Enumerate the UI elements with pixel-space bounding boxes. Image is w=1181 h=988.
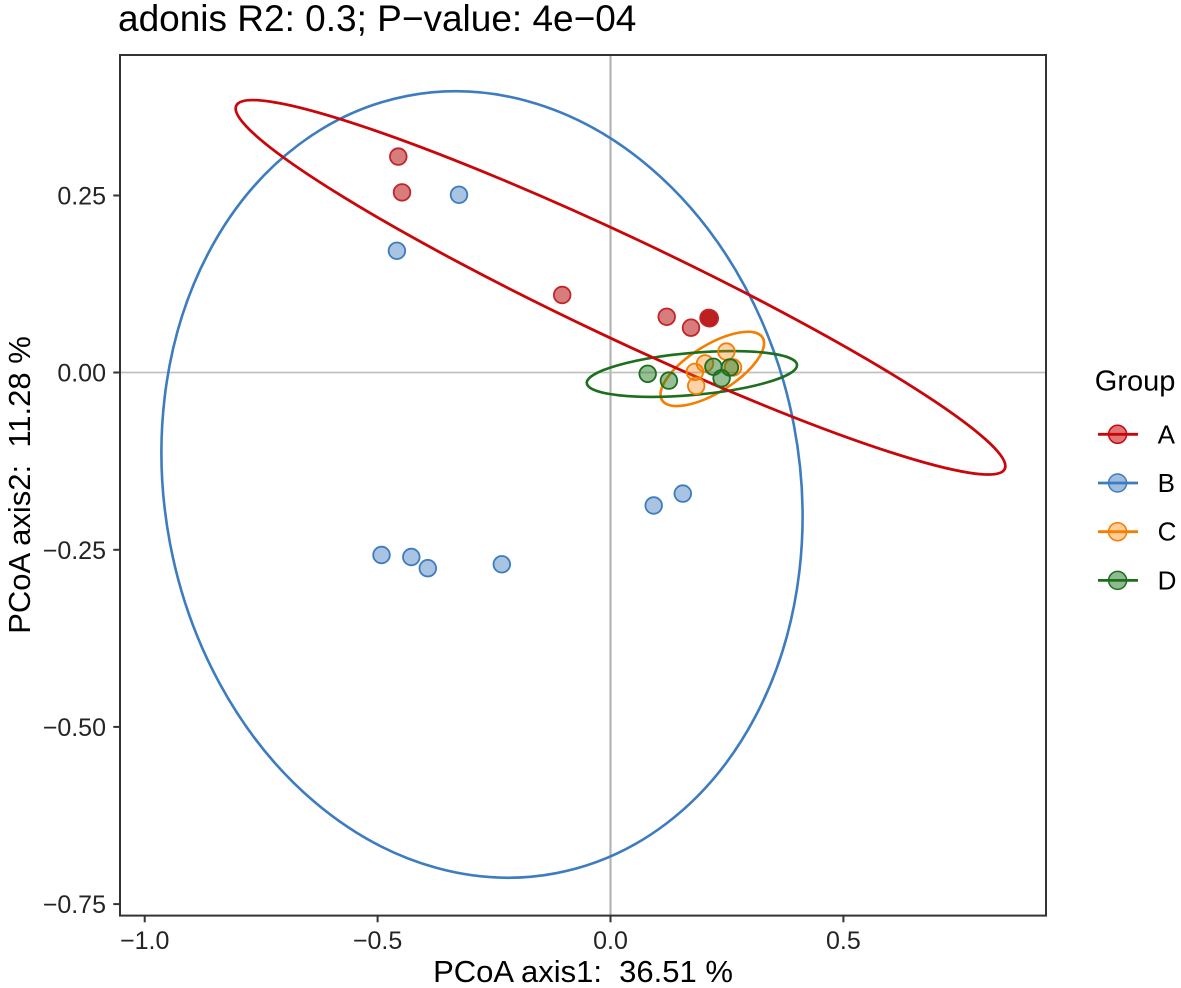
- svg-text:−0.75: −0.75: [43, 891, 106, 919]
- svg-text:PCoA axis2: 11.28 %: PCoA axis2: 11.28 %: [2, 336, 37, 634]
- svg-text:0.0: 0.0: [593, 927, 628, 955]
- svg-text:−0.5: −0.5: [353, 927, 402, 955]
- svg-text:0.00: 0.00: [57, 360, 106, 388]
- svg-text:A: A: [1158, 419, 1176, 449]
- svg-text:C: C: [1158, 517, 1177, 547]
- svg-text:Group: Group: [1095, 366, 1176, 398]
- svg-text:−0.25: −0.25: [43, 537, 106, 565]
- svg-text:−1.0: −1.0: [120, 927, 169, 955]
- svg-text:adonis R2: 0.3; P−value: 4e−04: adonis R2: 0.3; P−value: 4e−04: [118, 0, 636, 39]
- svg-text:0.5: 0.5: [826, 927, 861, 955]
- svg-text:D: D: [1158, 565, 1177, 595]
- svg-text:0.25: 0.25: [57, 183, 106, 211]
- svg-text:PCoA axis1: 36.51 %: PCoA axis1: 36.51 %: [433, 954, 733, 988]
- svg-text:−0.50: −0.50: [43, 714, 106, 742]
- svg-text:B: B: [1158, 468, 1175, 498]
